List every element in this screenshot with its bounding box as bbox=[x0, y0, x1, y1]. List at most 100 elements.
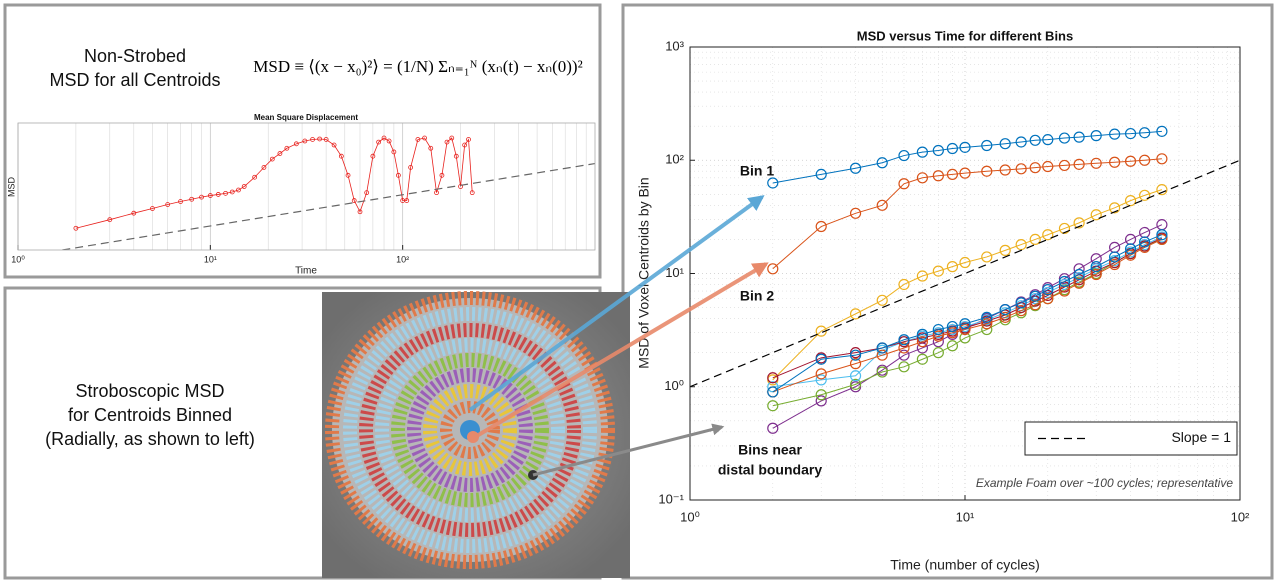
data-point bbox=[1015, 305, 1027, 317]
data-point bbox=[1156, 125, 1168, 137]
data-point bbox=[815, 220, 827, 233]
foam-ring bbox=[440, 401, 500, 459]
data-point bbox=[189, 196, 195, 202]
data-point bbox=[767, 372, 779, 384]
data-point bbox=[1124, 249, 1137, 261]
data-point bbox=[73, 225, 79, 231]
data-point bbox=[1156, 233, 1168, 246]
data-point bbox=[1156, 184, 1168, 196]
plot-frame bbox=[689, 46, 1241, 501]
data-point bbox=[364, 190, 370, 196]
data-point bbox=[458, 184, 463, 189]
data-point bbox=[302, 138, 308, 144]
panel-title: for Centroids Binned bbox=[68, 405, 232, 425]
foam-ring bbox=[375, 338, 565, 522]
y-tick-label: 10³ bbox=[665, 38, 684, 53]
data-point bbox=[876, 294, 888, 306]
data-point bbox=[959, 318, 971, 330]
data-point bbox=[876, 342, 888, 354]
data-point bbox=[1090, 157, 1102, 169]
foam-ring bbox=[359, 323, 581, 537]
plot-frame bbox=[17, 122, 596, 251]
data-point bbox=[261, 164, 267, 170]
data-point bbox=[1015, 136, 1027, 148]
y-tick-label: 10² bbox=[665, 152, 684, 167]
data-point bbox=[178, 199, 183, 204]
data-point bbox=[107, 217, 113, 223]
data-point bbox=[277, 151, 283, 156]
data-point bbox=[815, 353, 827, 365]
data-point bbox=[415, 137, 421, 142]
data-point bbox=[207, 193, 213, 198]
data-point bbox=[815, 368, 827, 380]
data-point bbox=[959, 167, 971, 179]
data-point bbox=[1139, 226, 1151, 239]
y-tick-label: 10⁰ bbox=[664, 378, 684, 393]
data-point bbox=[462, 142, 468, 148]
x-tick-label: 10⁰ bbox=[680, 509, 700, 524]
data-point bbox=[981, 311, 993, 323]
chart-title: MSD versus Time for different Bins bbox=[857, 28, 1073, 43]
panel-frame bbox=[3, 3, 602, 279]
panel-title: (Radially, as shown to left) bbox=[45, 429, 255, 449]
data-point bbox=[223, 190, 228, 196]
data-point bbox=[959, 141, 971, 153]
data-point bbox=[229, 189, 235, 195]
data-point bbox=[849, 207, 862, 219]
data-point bbox=[815, 168, 827, 180]
data-point bbox=[199, 194, 204, 200]
data-point bbox=[1109, 258, 1121, 271]
data-point bbox=[1042, 289, 1054, 302]
data-point bbox=[916, 172, 929, 184]
panel-frame bbox=[621, 3, 1274, 580]
data-point bbox=[981, 165, 993, 177]
data-point bbox=[876, 366, 888, 378]
data-point bbox=[1015, 163, 1027, 175]
arrow bbox=[532, 423, 725, 477]
arrow-origin bbox=[467, 431, 479, 443]
data-point bbox=[1124, 155, 1137, 167]
data-point bbox=[241, 184, 247, 189]
data-point bbox=[1109, 156, 1121, 168]
data-point bbox=[345, 172, 351, 178]
data-point bbox=[898, 178, 910, 190]
data-point bbox=[1073, 158, 1085, 170]
arrow bbox=[473, 262, 769, 439]
series-line bbox=[75, 137, 473, 229]
x-tick-label: 10¹ bbox=[956, 509, 975, 524]
data-point bbox=[444, 139, 450, 145]
data-point bbox=[1139, 236, 1151, 248]
data-point bbox=[1029, 134, 1041, 146]
data-point bbox=[946, 142, 959, 155]
data-point bbox=[981, 251, 993, 263]
data-point bbox=[767, 422, 779, 434]
data-point bbox=[946, 327, 959, 339]
data-point bbox=[898, 149, 910, 162]
annotation: Bin 1 bbox=[740, 163, 774, 179]
data-point bbox=[898, 342, 910, 354]
data-point bbox=[932, 323, 944, 336]
data-point bbox=[1156, 229, 1168, 241]
chart-title: Mean Square Displacement bbox=[254, 113, 358, 122]
data-point bbox=[946, 168, 959, 180]
data-point bbox=[1042, 293, 1054, 305]
data-point bbox=[959, 323, 971, 336]
data-point bbox=[1058, 159, 1071, 172]
series-line bbox=[772, 130, 1162, 184]
data-point bbox=[932, 336, 944, 348]
data-point bbox=[999, 164, 1011, 176]
data-point bbox=[408, 164, 414, 170]
data-point bbox=[338, 153, 344, 159]
chart-note: Example Foam over ~100 cycles; represent… bbox=[976, 476, 1233, 490]
data-point bbox=[1109, 251, 1121, 263]
data-point bbox=[469, 190, 475, 196]
data-point bbox=[453, 153, 459, 159]
data-point bbox=[932, 144, 944, 157]
data-point bbox=[981, 315, 993, 327]
data-point bbox=[981, 139, 993, 152]
data-point bbox=[898, 361, 910, 373]
data-point bbox=[391, 149, 397, 155]
data-point bbox=[999, 311, 1011, 323]
data-point bbox=[916, 332, 929, 344]
